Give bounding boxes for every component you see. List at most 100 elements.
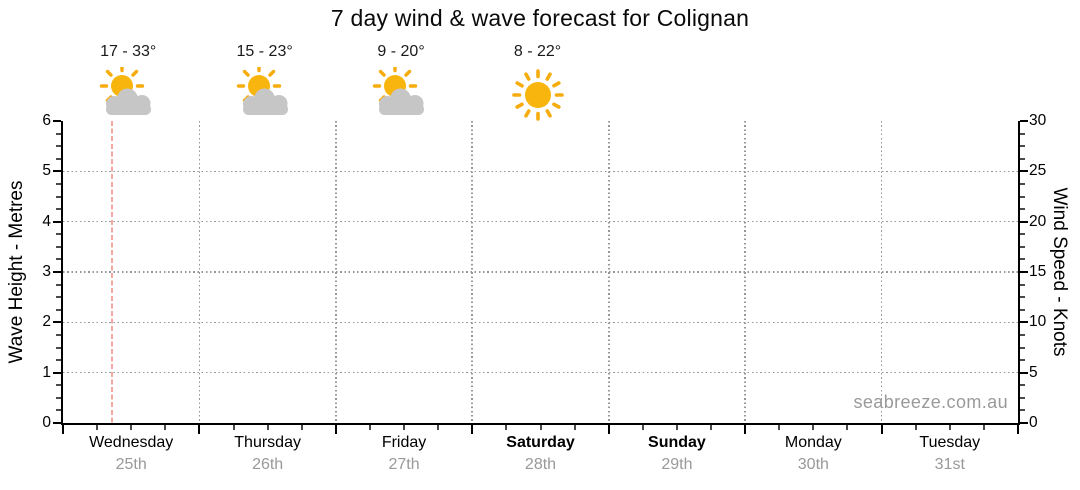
x-axis-minor-tick <box>164 425 167 430</box>
y-axis-tick-label: 4 <box>42 212 51 230</box>
chart-title: 7 day wind & wave forecast for Colignan <box>330 5 750 31</box>
y-axis-minor-tick <box>1020 258 1025 261</box>
right-axis-title: Wind Speed - Knots <box>1049 187 1070 357</box>
y-axis-minor-tick <box>56 208 61 211</box>
y-axis-minor-tick <box>56 245 61 248</box>
y-axis-minor-tick <box>56 157 61 160</box>
partly-cloudy-icon <box>100 63 152 115</box>
y-axis-major-tick <box>53 220 61 223</box>
y-axis-tick-label: 10 <box>1029 313 1047 331</box>
y-axis-right-line <box>1018 121 1020 425</box>
current-time-marker <box>111 121 114 423</box>
y-axis-minor-tick <box>1020 308 1025 311</box>
x-axis-major-tick <box>62 425 64 434</box>
y-axis-tick-label: 5 <box>1029 363 1038 381</box>
temp-range-label: 15 - 23° <box>236 43 293 60</box>
left-axis-title: Wave Height - Metres <box>6 180 27 364</box>
gridline-vertical <box>607 121 610 423</box>
x-axis-major-tick <box>471 425 474 434</box>
y-axis-minor-tick <box>1020 233 1025 236</box>
y-axis-major-tick <box>53 170 61 173</box>
gridline-vertical <box>880 121 883 423</box>
y-axis-minor-tick <box>1020 208 1025 211</box>
x-axis-minor-tick <box>96 425 99 430</box>
x-axis-minor-tick <box>675 425 678 430</box>
x-axis-line <box>61 423 1020 425</box>
partly-cloudy-icon <box>372 63 425 115</box>
weather-icon-slot <box>370 63 432 126</box>
y-axis-minor-tick <box>56 346 61 349</box>
x-axis-minor-tick <box>539 425 542 430</box>
x-axis-minor-tick <box>812 425 815 430</box>
x-axis-major-tick <box>607 425 610 434</box>
x-axis-minor-tick <box>130 425 133 430</box>
gridline-horizontal <box>63 170 1018 173</box>
y-axis-minor-tick <box>56 308 61 311</box>
y-axis-minor-tick <box>1020 132 1025 135</box>
y-axis-minor-tick <box>56 233 61 236</box>
y-axis-major-tick <box>53 120 61 122</box>
day-label: Tuesday <box>919 434 981 451</box>
x-axis-minor-tick <box>505 425 508 430</box>
y-axis-minor-tick <box>56 195 61 198</box>
y-axis-tick-label: 25 <box>1029 162 1047 180</box>
x-axis-minor-tick <box>232 425 235 430</box>
y-axis-tick-label: 2 <box>42 313 51 331</box>
x-axis-major-tick <box>334 425 337 434</box>
x-axis-major-tick <box>744 425 747 434</box>
y-axis-tick-label: 30 <box>1029 112 1047 129</box>
y-axis-minor-tick <box>56 359 61 362</box>
date-label: 27th <box>388 456 420 473</box>
y-axis-minor-tick <box>56 396 61 399</box>
y-axis-minor-tick <box>56 145 61 148</box>
y-axis-minor-tick <box>56 182 61 185</box>
y-axis-major-tick <box>53 422 61 424</box>
x-axis-minor-tick <box>982 425 985 430</box>
gridline-vertical <box>744 121 746 423</box>
y-axis-tick-label: 20 <box>1029 212 1047 230</box>
y-axis-major-tick <box>1020 170 1028 173</box>
gridline-horizontal <box>63 371 1018 374</box>
y-axis-minor-tick <box>1020 346 1025 349</box>
temp-range-label: 9 - 20° <box>377 43 425 60</box>
temp-range-label: 17 - 33° <box>100 43 157 60</box>
y-axis-minor-tick <box>56 258 61 261</box>
gridline-vertical <box>471 121 474 423</box>
watermark: seabreeze.com.au <box>853 392 1008 412</box>
y-axis-major-tick <box>1020 220 1028 223</box>
weather-icon-slot <box>509 66 567 129</box>
y-axis-minor-tick <box>1020 283 1025 286</box>
gridline-vertical <box>198 121 201 423</box>
x-axis-minor-tick <box>437 425 440 430</box>
y-axis-major-tick <box>1020 422 1028 424</box>
gridline-horizontal <box>63 271 1018 273</box>
y-axis-major-tick <box>53 321 61 324</box>
x-axis-minor-tick <box>300 425 303 430</box>
gridline-horizontal <box>63 321 1018 324</box>
y-axis-tick-label: 1 <box>42 363 51 381</box>
y-axis-minor-tick <box>1020 384 1025 387</box>
y-axis-major-tick <box>1020 371 1028 374</box>
x-axis-minor-tick <box>778 425 781 430</box>
day-label: Thursday <box>234 434 301 451</box>
y-axis-minor-tick <box>1020 296 1025 299</box>
x-axis-minor-tick <box>368 425 371 430</box>
y-axis-minor-tick <box>1020 409 1025 412</box>
y-axis-minor-tick <box>1020 157 1025 160</box>
y-axis-left-line <box>61 121 63 425</box>
y-axis-minor-tick <box>56 132 61 135</box>
x-axis-major-tick <box>198 425 201 434</box>
date-label: 26th <box>252 456 284 473</box>
x-axis-minor-tick <box>948 425 951 430</box>
day-label: Sunday <box>648 434 706 451</box>
y-axis-minor-tick <box>56 333 61 336</box>
y-axis-minor-tick <box>56 409 61 412</box>
y-axis-tick-label: 3 <box>42 263 51 280</box>
day-label: Wednesday <box>89 434 174 451</box>
y-axis-major-tick <box>1020 271 1028 273</box>
y-axis-major-tick <box>53 271 61 273</box>
y-axis-tick-label: 15 <box>1029 263 1047 280</box>
x-axis-minor-tick <box>641 425 644 430</box>
y-axis-minor-tick <box>56 384 61 387</box>
